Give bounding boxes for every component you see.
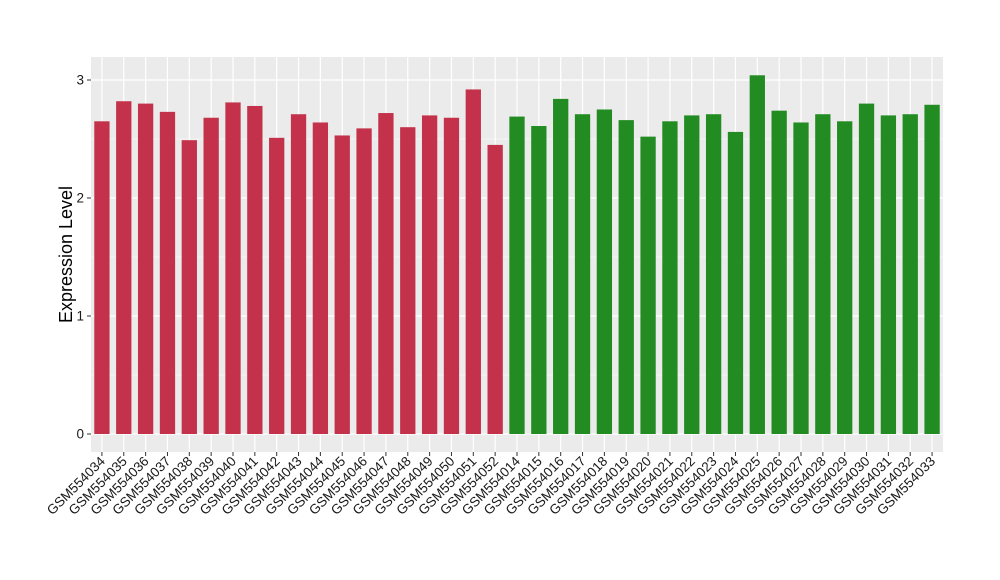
y-tick-label: 3 — [76, 73, 84, 88]
bar-GSM554042 — [269, 137, 285, 434]
bar-GSM554022 — [684, 115, 700, 435]
bar-GSM554035 — [116, 101, 132, 435]
bar-GSM554039 — [203, 117, 219, 434]
bar-GSM554027 — [793, 122, 809, 434]
bar-GSM554023 — [705, 114, 722, 434]
bar-GSM554020 — [640, 136, 656, 434]
bar-GSM554025 — [749, 75, 765, 434]
bar-GSM554037 — [159, 111, 176, 435]
bar-GSM554043 — [290, 114, 307, 434]
bar-GSM554026 — [771, 110, 787, 435]
bar-GSM554033 — [924, 104, 940, 434]
bar-GSM554024 — [727, 131, 744, 435]
bar-GSM554045 — [334, 135, 350, 434]
bar-GSM554050 — [443, 117, 460, 434]
bar-GSM554047 — [378, 113, 394, 434]
bar-GSM554034 — [94, 121, 110, 435]
bar-GSM554036 — [137, 103, 154, 434]
bar-GSM554032 — [902, 114, 918, 434]
y-tick-label: 2 — [76, 191, 84, 206]
bar-GSM554030 — [858, 103, 875, 434]
bar-GSM554014 — [509, 116, 525, 434]
x-axis: GSM554034GSM554035GSM554036GSM554037GSM5… — [44, 452, 938, 518]
bar-GSM554028 — [815, 114, 831, 434]
bar-GSM554015 — [531, 126, 547, 435]
bar-GSM554044 — [312, 122, 329, 434]
bars — [94, 75, 940, 435]
y-axis: 0 1 2 3 — [76, 73, 91, 442]
y-axis-title: Expression Level — [56, 186, 76, 323]
bar-GSM554051 — [465, 89, 481, 434]
bar-GSM554019 — [618, 120, 634, 435]
bar-GSM554038 — [181, 140, 197, 434]
bar-GSM554040 — [225, 102, 241, 435]
bar-GSM554018 — [596, 109, 613, 434]
bar-GSM554048 — [400, 127, 416, 434]
bar-GSM554016 — [553, 98, 569, 434]
bar-GSM554046 — [356, 128, 372, 434]
bar-GSM554031 — [880, 115, 897, 435]
bar-GSM554029 — [837, 121, 853, 435]
bar-GSM554049 — [421, 115, 438, 435]
bar-GSM554052 — [487, 144, 503, 434]
bar-GSM554041 — [247, 105, 263, 435]
y-tick-label: 1 — [76, 309, 84, 324]
bar-GSM554017 — [574, 114, 591, 434]
y-tick-label: 0 — [76, 427, 84, 442]
bar-GSM554021 — [662, 121, 678, 435]
